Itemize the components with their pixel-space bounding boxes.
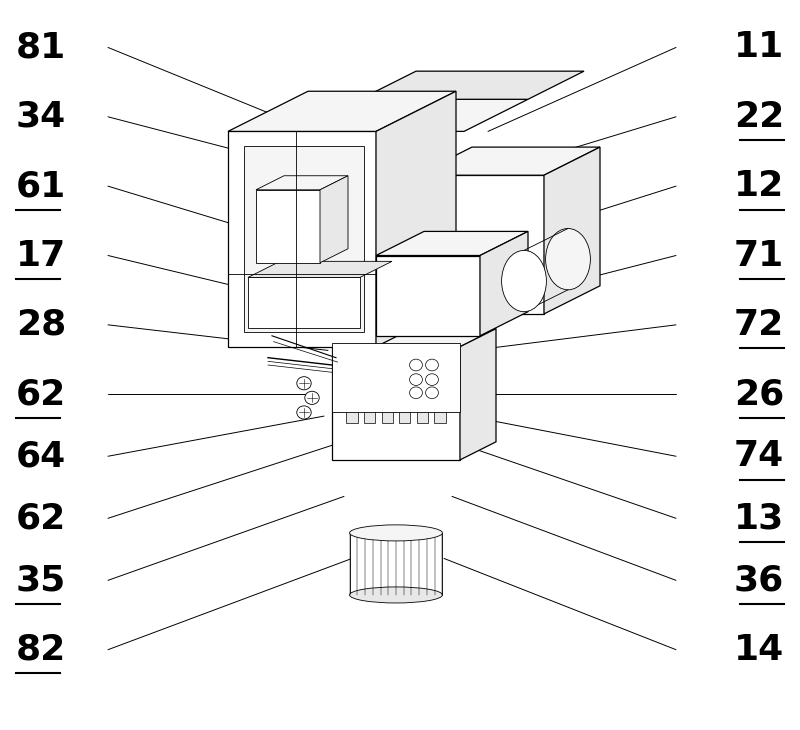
Polygon shape [364, 412, 375, 423]
Polygon shape [332, 328, 496, 347]
Polygon shape [346, 412, 358, 423]
Polygon shape [350, 533, 442, 595]
Text: 62: 62 [16, 377, 66, 411]
Polygon shape [416, 175, 544, 314]
Polygon shape [248, 277, 360, 328]
Text: 14: 14 [734, 633, 784, 666]
Text: 22: 22 [734, 100, 784, 134]
Circle shape [297, 406, 311, 419]
Circle shape [410, 374, 422, 385]
Text: 36: 36 [734, 564, 784, 597]
Polygon shape [460, 328, 496, 460]
Circle shape [305, 391, 319, 404]
Text: 82: 82 [16, 633, 66, 666]
Polygon shape [248, 261, 392, 277]
Ellipse shape [350, 587, 442, 603]
Polygon shape [256, 190, 320, 263]
Ellipse shape [350, 525, 442, 541]
Text: 13: 13 [734, 502, 784, 535]
Text: 64: 64 [16, 439, 66, 473]
Polygon shape [296, 99, 528, 131]
Polygon shape [376, 255, 480, 336]
Text: 74: 74 [734, 439, 784, 473]
Polygon shape [434, 412, 446, 423]
Polygon shape [360, 72, 584, 99]
Text: 71: 71 [734, 239, 784, 272]
Circle shape [410, 387, 422, 399]
Circle shape [297, 377, 311, 390]
Circle shape [410, 359, 422, 371]
Ellipse shape [502, 250, 546, 312]
Text: 17: 17 [16, 239, 66, 272]
Circle shape [426, 387, 438, 399]
Text: 35: 35 [16, 564, 66, 597]
Polygon shape [376, 231, 528, 255]
Polygon shape [332, 343, 460, 412]
Text: 11: 11 [734, 31, 784, 64]
Ellipse shape [546, 228, 590, 290]
Polygon shape [320, 176, 348, 263]
Polygon shape [399, 412, 410, 423]
Polygon shape [544, 147, 600, 314]
Polygon shape [417, 412, 428, 423]
Text: 26: 26 [734, 377, 784, 411]
Polygon shape [244, 146, 364, 332]
Polygon shape [480, 231, 528, 336]
Polygon shape [332, 347, 460, 460]
Polygon shape [228, 131, 376, 347]
Polygon shape [256, 176, 348, 190]
Text: 28: 28 [16, 308, 66, 342]
Polygon shape [416, 147, 600, 175]
Polygon shape [376, 91, 456, 347]
Text: 81: 81 [16, 31, 66, 64]
Polygon shape [228, 91, 456, 131]
Circle shape [426, 374, 438, 385]
Circle shape [426, 359, 438, 371]
Text: 34: 34 [16, 100, 66, 134]
Text: 61: 61 [16, 169, 66, 203]
Text: 12: 12 [734, 169, 784, 203]
Text: 72: 72 [734, 308, 784, 342]
Polygon shape [382, 412, 393, 423]
Text: 62: 62 [16, 502, 66, 535]
